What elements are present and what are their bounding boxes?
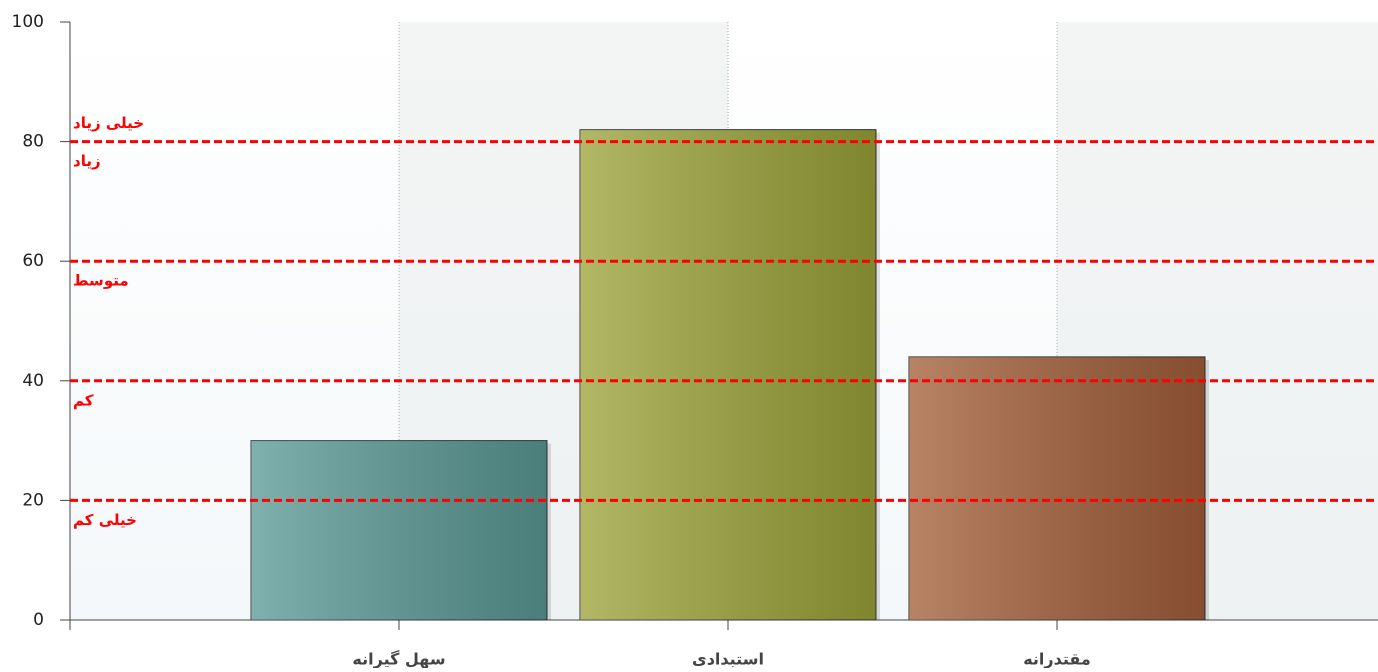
annotation: متوسط <box>73 272 129 290</box>
y-tick-label: 40 <box>22 371 44 391</box>
x-tick-label: سهل گیرانه <box>352 650 445 669</box>
bar <box>579 129 877 621</box>
y-tick-label: 60 <box>22 251 44 271</box>
bar <box>250 440 548 621</box>
y-tick-label: 0 <box>33 610 44 630</box>
annotation: خیلی کم <box>73 511 137 529</box>
y-tick-label: 20 <box>22 490 44 510</box>
annotation: خیلی زیاد <box>73 114 144 132</box>
bar <box>908 356 1206 621</box>
annotation: زیاد <box>73 152 101 170</box>
x-tick-label: مقتدرانه <box>1023 650 1091 669</box>
annotation: کم <box>73 391 94 409</box>
y-tick-label: 100 <box>12 12 44 32</box>
x-tick-label: استبدادی <box>692 650 764 669</box>
y-tick-label: 80 <box>22 132 44 152</box>
